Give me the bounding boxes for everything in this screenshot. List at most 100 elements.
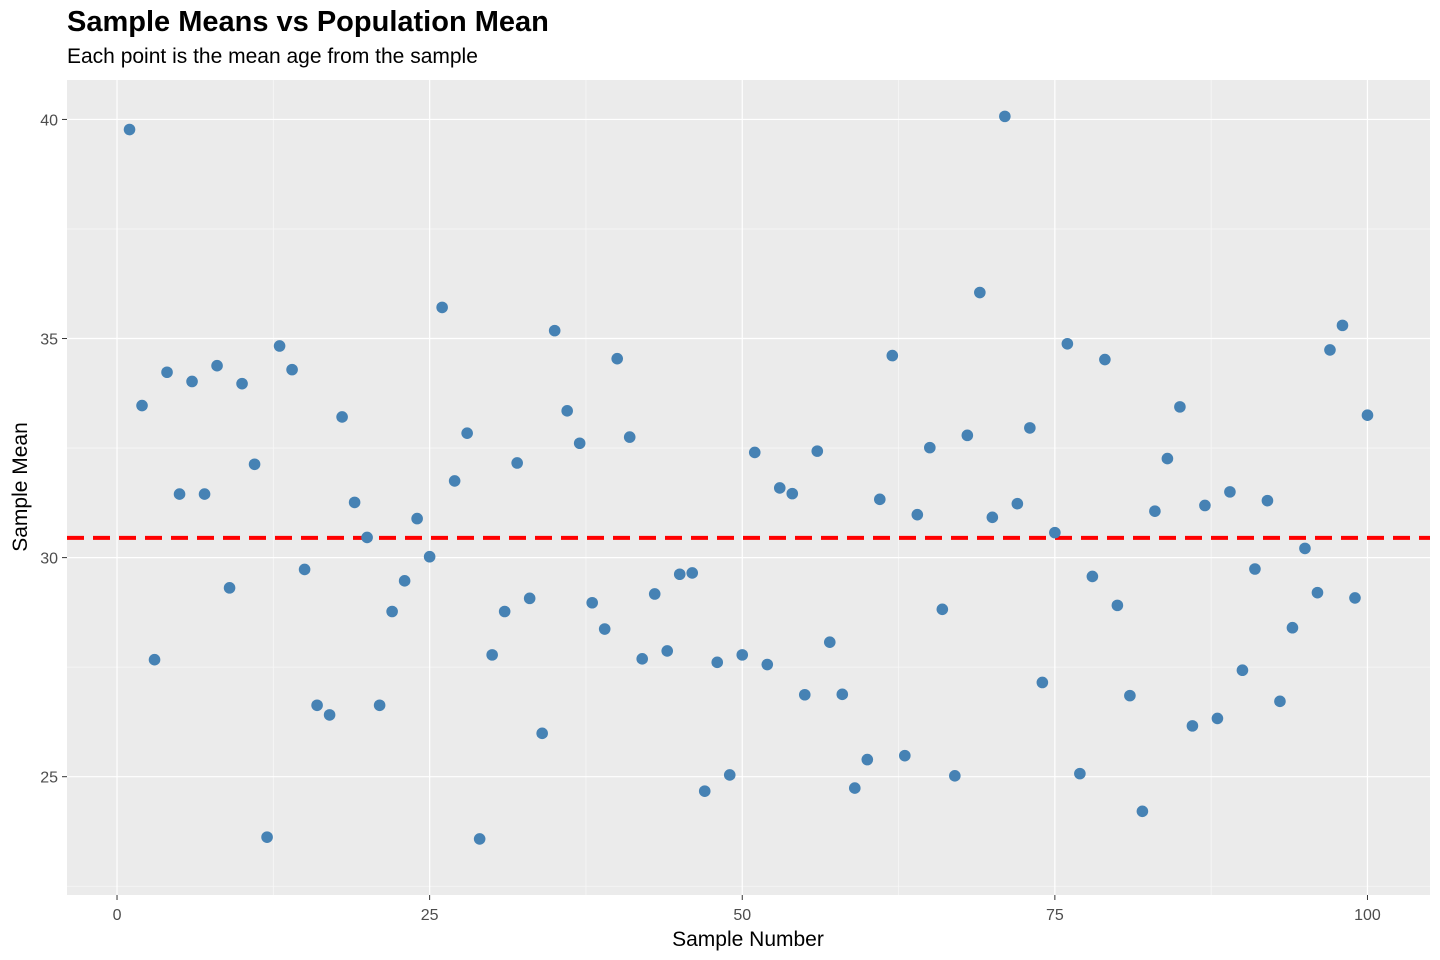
minor-grid <box>67 80 1430 895</box>
data-point <box>661 645 674 657</box>
data-point <box>936 603 949 616</box>
data-point <box>1124 689 1136 702</box>
data-point <box>298 563 311 576</box>
data-point <box>498 605 511 618</box>
data-point <box>548 324 561 337</box>
data-point <box>723 769 736 781</box>
data-point <box>598 623 611 635</box>
data-point <box>1299 542 1311 555</box>
data-point <box>511 457 523 469</box>
data-point <box>773 482 786 494</box>
data-point <box>861 753 874 766</box>
data-point <box>949 770 961 782</box>
data-point <box>1361 409 1374 422</box>
data-point <box>423 550 436 563</box>
y-axis-title: Sample Mean <box>9 422 32 552</box>
data-point <box>161 366 173 379</box>
major-grid <box>67 80 1430 895</box>
data-point <box>336 411 348 423</box>
data-point <box>798 688 811 701</box>
data-point <box>1049 526 1061 539</box>
data-point <box>648 588 661 600</box>
data-point <box>1261 494 1274 507</box>
data-point <box>223 582 236 594</box>
data-point <box>736 649 749 661</box>
data-point <box>236 377 248 390</box>
x-tick-label: 50 <box>733 907 751 924</box>
data-point <box>461 427 473 439</box>
data-point <box>1349 592 1361 604</box>
data-point <box>1236 664 1249 677</box>
data-point <box>448 475 461 487</box>
data-point <box>386 605 398 618</box>
data-point <box>173 488 186 500</box>
data-point <box>273 340 286 352</box>
data-point <box>1174 401 1186 413</box>
data-point <box>586 596 598 609</box>
data-point <box>848 782 861 794</box>
data-point <box>198 488 211 500</box>
data-point <box>573 437 586 450</box>
data-point <box>748 446 761 459</box>
data-point <box>886 349 899 362</box>
data-point <box>1036 676 1049 689</box>
data-point <box>873 493 886 506</box>
data-point <box>974 286 986 299</box>
data-point <box>1249 563 1261 575</box>
data-point <box>536 727 548 740</box>
data-point <box>961 429 974 442</box>
data-point <box>148 653 161 666</box>
data-point <box>811 445 824 457</box>
data-point <box>1186 720 1199 732</box>
data-point <box>561 405 573 417</box>
data-point <box>924 441 936 454</box>
data-point <box>999 110 1011 123</box>
data-point <box>348 496 361 509</box>
data-point <box>673 568 686 581</box>
data-point <box>1161 452 1174 465</box>
data-point <box>248 458 261 471</box>
x-tick-label: 25 <box>421 907 439 924</box>
data-point <box>323 709 336 721</box>
chart-subtitle: Each point is the mean age from the samp… <box>67 45 478 68</box>
y-tick-label: 30 <box>40 551 58 568</box>
data-point <box>123 123 136 136</box>
data-point <box>1086 570 1099 583</box>
data-point <box>911 508 924 521</box>
data-point <box>473 833 486 845</box>
data-point <box>899 749 911 762</box>
data-point <box>1149 505 1161 517</box>
data-point <box>1136 805 1149 818</box>
data-point <box>698 785 711 797</box>
data-point <box>611 352 624 365</box>
data-point <box>823 636 836 648</box>
data-point <box>1311 586 1324 599</box>
data-point <box>186 375 198 388</box>
data-point <box>1011 497 1024 510</box>
data-point <box>623 431 636 443</box>
y-axis: 25 30 35 40 <box>40 112 67 787</box>
plot-panel <box>67 80 1430 895</box>
data-point <box>636 653 649 665</box>
data-point <box>211 359 223 372</box>
x-axis: 0 25 50 75 100 <box>113 895 1381 924</box>
data-point <box>1199 499 1211 512</box>
data-point <box>436 301 448 314</box>
data-point <box>398 575 411 587</box>
chart-title: Sample Means vs Population Mean <box>67 6 549 38</box>
data-point <box>1211 712 1224 725</box>
data-point <box>523 592 536 605</box>
data-point <box>361 531 373 544</box>
data-point <box>373 699 386 712</box>
data-point <box>836 688 849 701</box>
data-point <box>1024 422 1036 434</box>
x-tick-label: 100 <box>1354 907 1381 924</box>
data-point <box>711 656 724 669</box>
data-point <box>1336 319 1349 332</box>
x-tick-label: 0 <box>113 907 122 924</box>
data-point <box>786 487 799 500</box>
y-tick-label: 25 <box>40 770 58 787</box>
data-point <box>486 649 498 661</box>
data-point <box>136 399 148 412</box>
